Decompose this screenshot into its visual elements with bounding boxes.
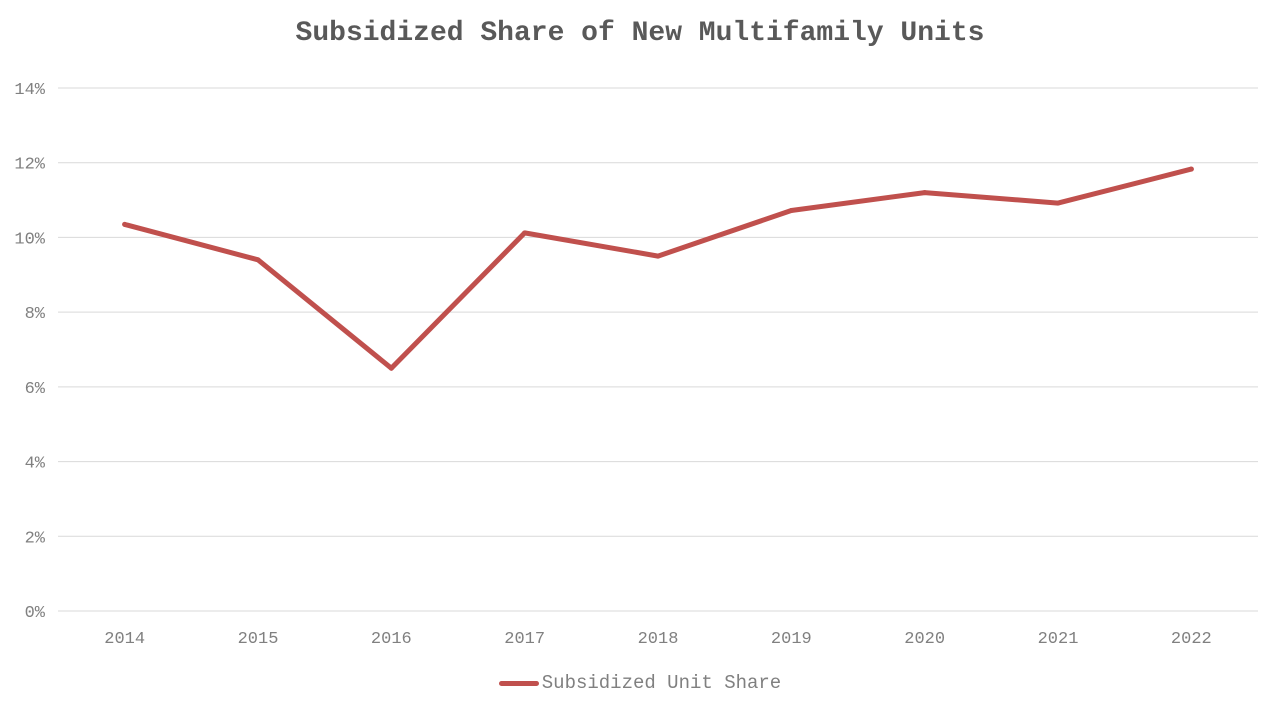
data-point: [1055, 200, 1061, 206]
y-tick-label: 12%: [14, 156, 45, 175]
data-point: [655, 253, 661, 259]
data-point: [255, 257, 261, 263]
data-point: [788, 208, 794, 214]
x-tick-label: 2017: [504, 630, 545, 649]
y-tick-label: 4%: [25, 455, 46, 474]
legend-label: Subsidized Unit Share: [541, 672, 782, 694]
y-tick-label: 6%: [25, 380, 46, 399]
legend: Subsidized Unit Share: [0, 672, 1280, 694]
y-tick-label: 14%: [14, 81, 45, 100]
y-axis-ticks: 0% 2% 4% 6% 8% 10% 12% 14%: [14, 81, 45, 623]
x-tick-label: 2021: [1038, 630, 1079, 649]
y-tick-label: 2%: [25, 529, 46, 548]
x-axis-ticks: 2014 2015 2016 2017 2018 2019 2020 2021 2022: [104, 630, 1211, 649]
x-tick-label: 2020: [904, 630, 945, 649]
y-tick-label: 10%: [14, 230, 45, 249]
data-point: [922, 190, 928, 196]
data-point: [122, 221, 128, 227]
gridlines: [58, 87, 1258, 612]
series-line: [122, 166, 1194, 371]
data-point: [522, 230, 528, 236]
x-tick-label: 2014: [104, 630, 145, 649]
data-point: [1188, 166, 1194, 172]
x-tick-label: 2022: [1171, 630, 1212, 649]
legend-swatch: [498, 680, 539, 686]
y-tick-label: 0%: [25, 604, 46, 623]
x-tick-label: 2019: [771, 630, 812, 649]
x-tick-label: 2018: [638, 630, 679, 649]
series-layer: [122, 166, 1194, 371]
chart-title: Subsidized Share of New Multifamily Unit…: [295, 18, 985, 49]
data-point: [388, 365, 394, 371]
y-tick-label: 8%: [25, 305, 46, 324]
x-tick-label: 2015: [238, 630, 279, 649]
x-tick-label: 2016: [371, 630, 412, 649]
